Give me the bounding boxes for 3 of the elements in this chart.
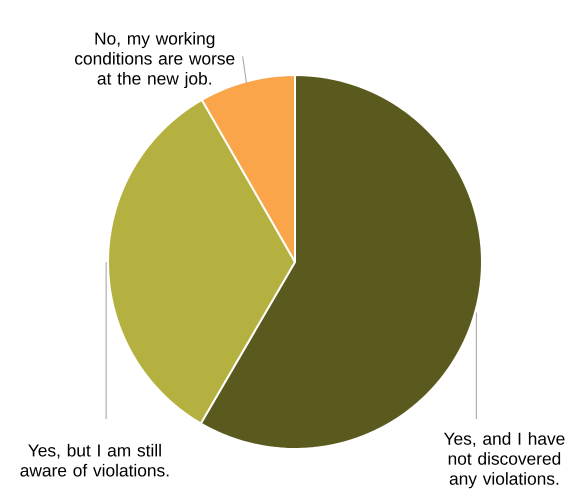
slice-label: No, my working conditions are worse at the new job. [75, 32, 234, 88]
slice-label: Yes, but I am still aware of violations. [20, 444, 168, 477]
slice-label: Yes, and I have not discovered any violations. [444, 432, 565, 488]
